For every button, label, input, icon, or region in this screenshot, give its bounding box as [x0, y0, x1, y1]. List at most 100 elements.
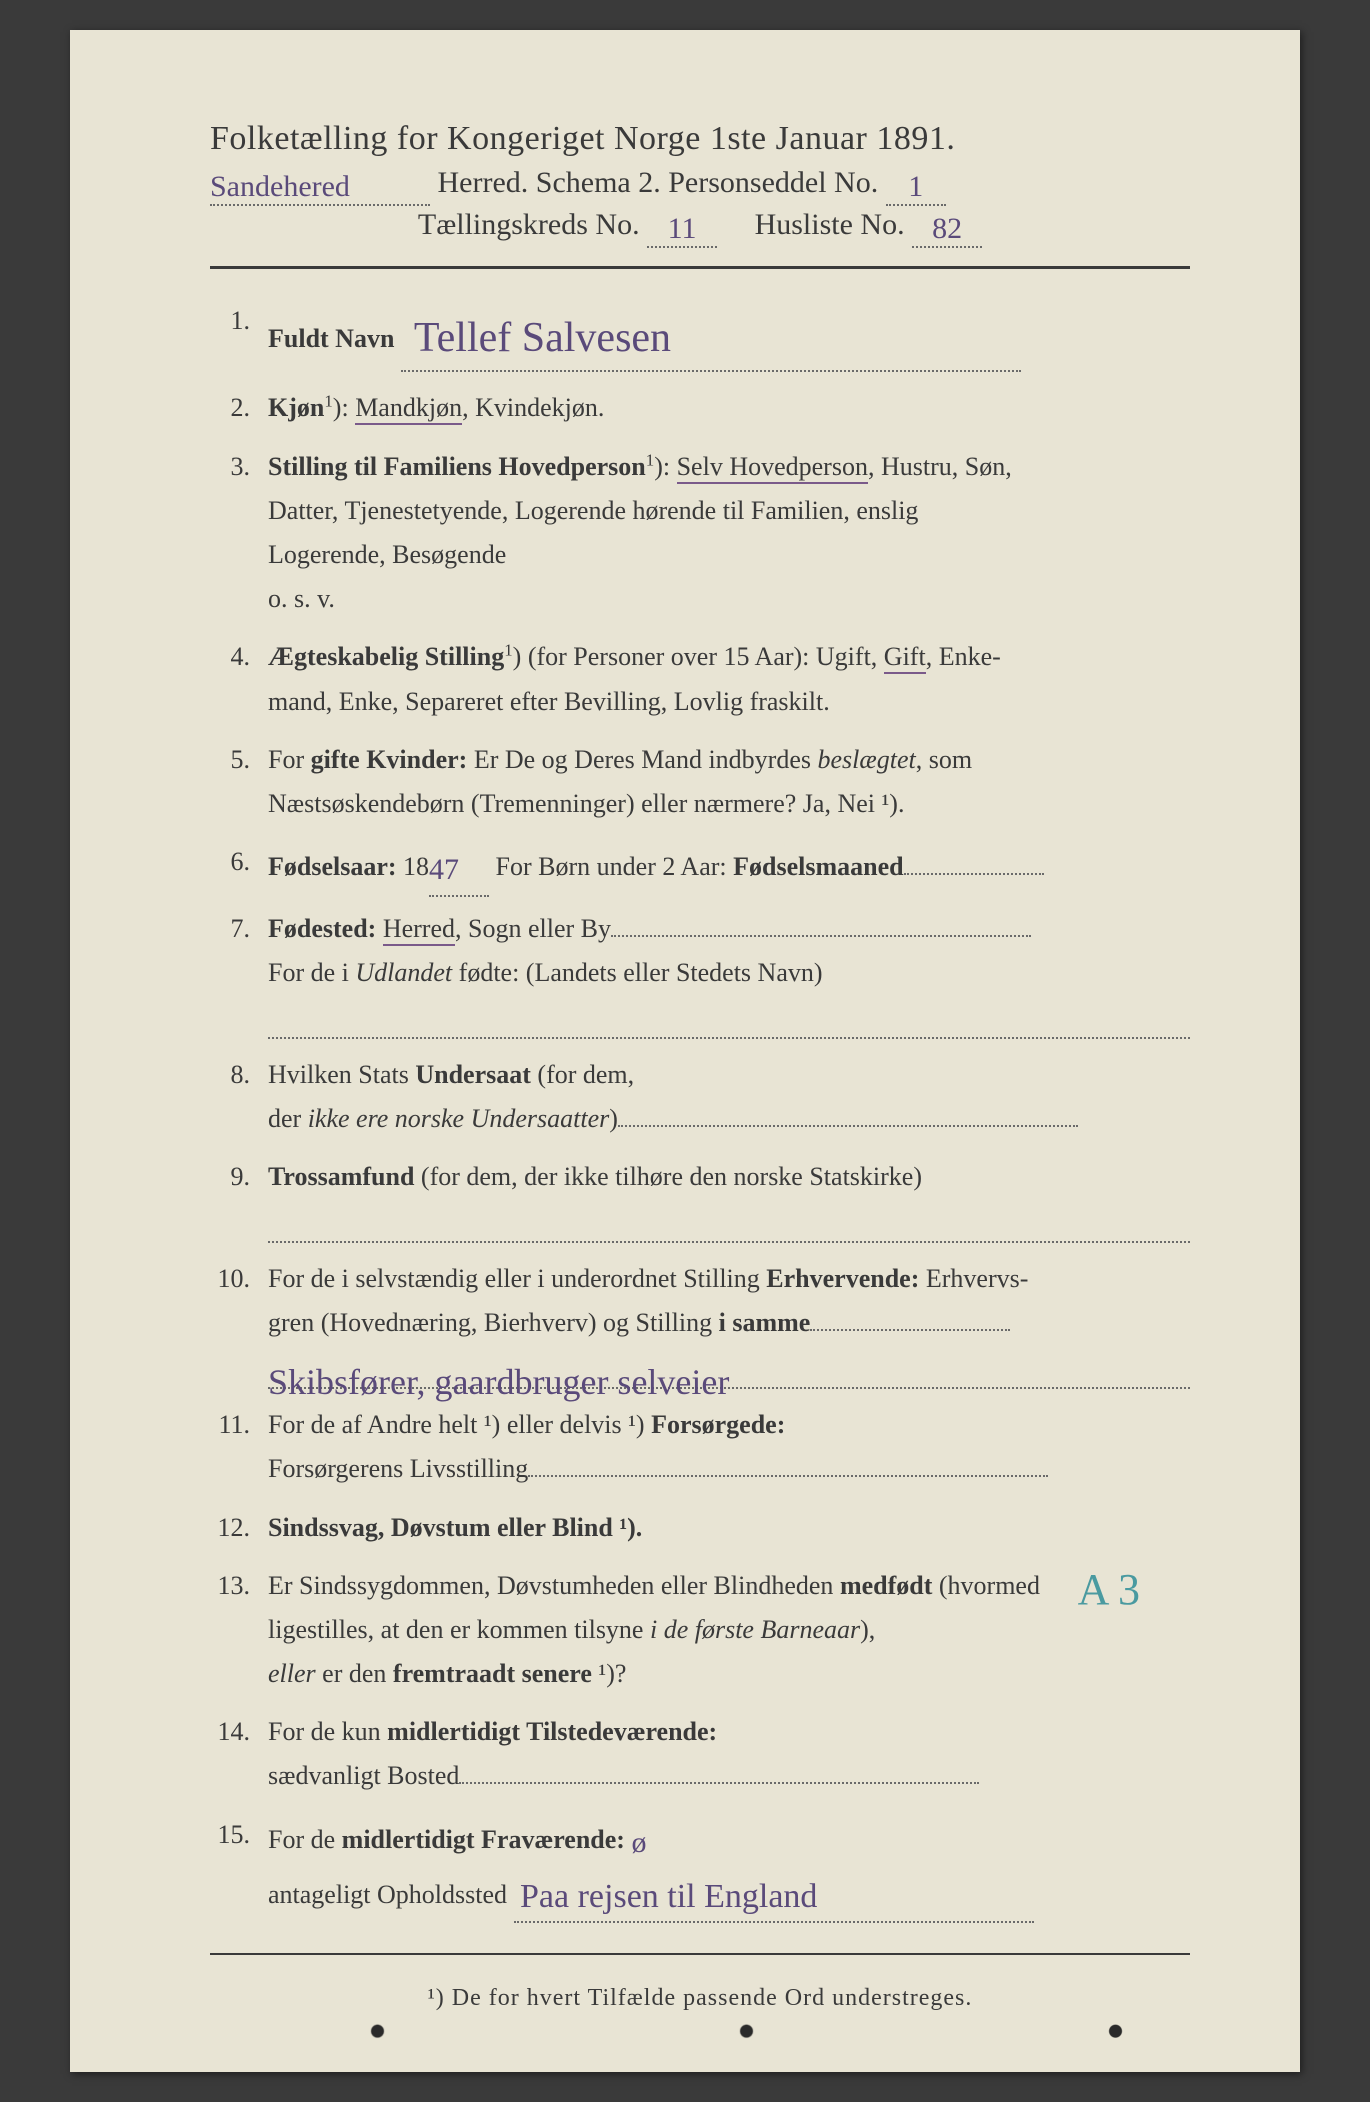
q3-opts-3: Logerende, Besøgende	[268, 540, 506, 569]
q14-b1: midlertidigt Tilstedeværende:	[387, 1717, 717, 1746]
q7-num: 7.	[210, 907, 268, 951]
q8-l1b: (for dem,	[531, 1060, 634, 1089]
kreds-no: 11	[647, 212, 717, 248]
q3-label: Stilling til Familiens Hovedperson	[268, 452, 646, 481]
q14-num: 14.	[210, 1710, 268, 1754]
q3-selected: Selv Hovedperson	[677, 452, 868, 484]
q7-blank-2	[268, 997, 1190, 1039]
q10-b2: i samme	[719, 1308, 811, 1337]
q13-b2: fremtraadt senere	[393, 1659, 592, 1688]
question-3: 3. Stilling til Familiens Hovedperson1):…	[210, 445, 1190, 622]
q5-rest2: Næstsøskendebørn (Tremenninger) eller næ…	[268, 789, 904, 818]
q14-l1a: For de kun	[268, 1717, 387, 1746]
q1-label: Fuldt Navn	[268, 324, 394, 353]
divider-bottom	[210, 1953, 1190, 1955]
question-10: 10. For de i selvstændig eller i underor…	[210, 1257, 1190, 1389]
question-12: 12. Sindssvag, Døvstum eller Blind ¹).	[210, 1506, 1190, 1550]
q15-b1: midlertidigt Fraværende:	[342, 1825, 625, 1854]
q3-opts-4: o. s. v.	[268, 584, 335, 613]
birth-year: 47	[429, 844, 489, 897]
q8-num: 8.	[210, 1053, 268, 1097]
question-4: 4. Ægteskabelig Stilling1) (for Personer…	[210, 635, 1190, 723]
question-5: 5. For gifte Kvinder: Er De og Deres Man…	[210, 738, 1190, 826]
question-14: 14. For de kun midlertidigt Tilstedevære…	[210, 1710, 1190, 1798]
question-2: 2. Kjøn1): Mandkjøn, Kvindekjøn.	[210, 386, 1190, 430]
question-8: 8. Hvilken Stats Undersaat (for dem, der…	[210, 1053, 1190, 1141]
q8-l2a: der	[268, 1104, 308, 1133]
q15-strike: ø	[631, 1817, 646, 1868]
q11-num: 11.	[210, 1403, 268, 1447]
header-line-3: Tællingskreds No. 11 Husliste No. 82	[210, 208, 1190, 244]
q14-blank	[459, 1782, 979, 1784]
q9-rest: (for dem, der ikke tilhøre den norske St…	[414, 1162, 922, 1191]
q4-paren: (for Personer over 15 Aar):	[521, 642, 816, 671]
q2-selected: Mandkjøn	[355, 393, 462, 425]
personseddel-no: 1	[886, 170, 946, 206]
q10-l2: gren (Hovednæring, Bierhverv) og Stillin…	[268, 1308, 719, 1337]
q10-num: 10.	[210, 1257, 268, 1301]
birth-month-blank	[904, 873, 1044, 875]
whereabouts-value: Paa rejsen til England	[520, 1868, 817, 1926]
question-11: 11. For de af Andre helt ¹) eller delvis…	[210, 1403, 1190, 1491]
q2-num: 2.	[210, 386, 268, 430]
q7-i1: Udlandet	[355, 958, 452, 987]
q4-selected: Gift	[884, 642, 926, 674]
q9-num: 9.	[210, 1155, 268, 1199]
q6-mid: For Børn under 2 Aar:	[489, 852, 733, 881]
q7-selected: Herred	[383, 914, 455, 946]
q13-l3a: eller	[268, 1659, 316, 1688]
question-7: 7. Fødested: Herred, Sogn eller By For d…	[210, 907, 1190, 1039]
q10-b1: Erhvervende:	[766, 1264, 919, 1293]
q6-prefix: 18	[397, 852, 430, 881]
kreds-label: Tællingskreds No.	[418, 208, 640, 241]
q9-blank	[268, 1202, 1190, 1244]
q8-l1a: Hvilken Stats	[268, 1060, 415, 1089]
q13-l3b: er den	[316, 1659, 393, 1688]
q11-l1a: For de af Andre helt ¹) eller delvis ¹)	[268, 1410, 651, 1439]
q6-num: 6.	[210, 840, 268, 884]
q15-l2: antageligt Opholdssted	[268, 1880, 507, 1909]
q4-num: 4.	[210, 635, 268, 679]
annotation-value: A 3	[1078, 1564, 1140, 1615]
header-line-2-print: Herred. Schema 2. Personseddel No.	[438, 166, 879, 199]
q4-label: Ægteskabelig Stilling	[268, 642, 504, 671]
question-6: 6. Fødselsaar: 1847 For Børn under 2 Aar…	[210, 840, 1190, 893]
q8-i1: ikke ere norske Undersaatter	[308, 1104, 610, 1133]
q15-num: 15.	[210, 1813, 268, 1857]
q5-num: 5.	[210, 738, 268, 782]
q8-blank	[618, 1125, 1078, 1127]
q10-l1b: Erhvervs-	[919, 1264, 1028, 1293]
q11-l2: Forsørgerens Livsstilling	[268, 1454, 528, 1483]
q5-i1: beslægtet	[818, 745, 916, 774]
occupation-value: Skibsfører, gaardbruger selveier	[268, 1352, 729, 1413]
census-form-page: Folketælling for Kongeriget Norge 1ste J…	[70, 30, 1300, 2072]
q4-opts-2: mand, Enke, Separeret efter Bevilling, L…	[268, 687, 830, 716]
q10-value-line: Skibsfører, gaardbruger selveier	[268, 1348, 1190, 1390]
q12-num: 12.	[210, 1506, 268, 1550]
q1-num: 1.	[210, 299, 268, 343]
q14-l2: sædvanligt Bosted	[268, 1761, 459, 1790]
q5-lead: For	[268, 745, 311, 774]
q7-blank	[611, 935, 1031, 937]
annotation-a3: A 3	[1078, 1560, 1140, 1611]
q8-b1: Undersaat	[415, 1060, 531, 1089]
q5-b1: gifte Kvinder:	[311, 745, 468, 774]
full-name-value: Tellef Salvesen	[414, 303, 671, 374]
q11-blank	[528, 1475, 1048, 1477]
question-13: 13. Er Sindssygdommen, Døvstumheden elle…	[210, 1564, 1190, 1697]
herred-name-handwritten: Sandehered	[210, 170, 430, 206]
q3-num: 3.	[210, 445, 268, 489]
q7-l2a: For de i	[268, 958, 355, 987]
q2-label: Kjøn	[268, 393, 324, 422]
husliste-no: 82	[912, 212, 982, 248]
q13-l3c: ¹)?	[592, 1659, 627, 1688]
q15-l1a: For de	[268, 1825, 342, 1854]
q6-b2: Fødselsmaaned	[733, 852, 903, 881]
q13-b1: medfødt	[840, 1571, 932, 1600]
header-line-2: Sandehered Herred. Schema 2. Personsedde…	[210, 166, 1190, 202]
q13-l2b: ),	[860, 1615, 875, 1644]
q11-b1: Forsørgede:	[651, 1410, 785, 1439]
q10-l1a: For de i selvstændig eller i underordnet…	[268, 1264, 766, 1293]
footnote: ¹) De for hvert Tilfælde passende Ord un…	[210, 1985, 1190, 2012]
page-title: Folketælling for Kongeriget Norge 1ste J…	[210, 120, 1190, 158]
